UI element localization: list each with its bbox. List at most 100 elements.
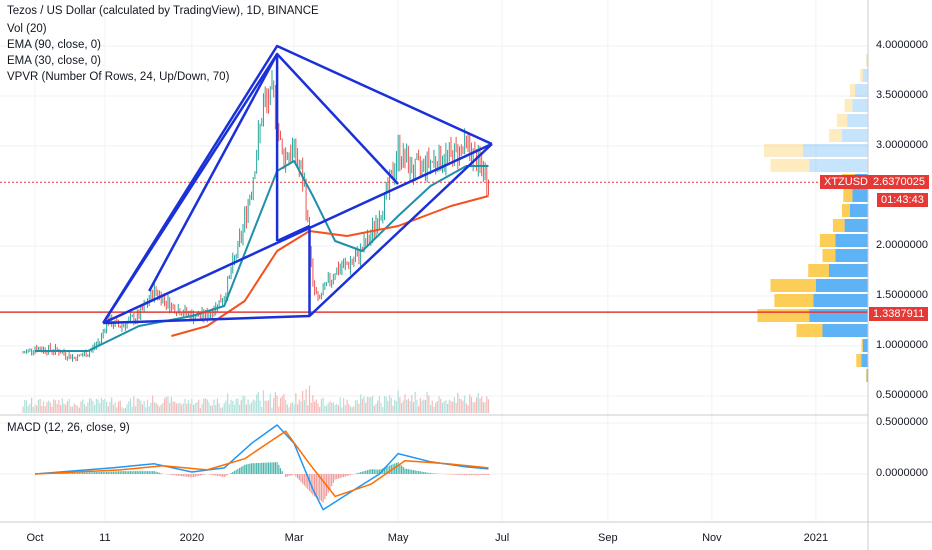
legend-macd[interactable]: MACD (12, 26, close, 9): [7, 422, 130, 434]
vpvr-down-bar: [774, 294, 814, 307]
volume-bar: [406, 399, 408, 413]
vpvr-up-bar: [842, 129, 868, 142]
volume-bar: [421, 400, 423, 413]
volume-bar: [332, 402, 334, 413]
volume-bar: [378, 396, 380, 413]
legend-vpvr[interactable]: VPVR (Number Of Rows, 24, Up/Down, 70): [7, 71, 230, 83]
volume-bar: [114, 402, 116, 413]
volume-bar: [100, 397, 103, 413]
volume-bar: [158, 406, 161, 413]
volume-bar: [73, 403, 75, 413]
macd-tick-label: 0.5000000: [876, 416, 928, 428]
volume-bar: [211, 405, 213, 413]
volume-bar: [273, 397, 275, 413]
pattern-inner-top[interactable]: [102, 52, 400, 324]
volume-bar: [438, 396, 440, 413]
volume-bar: [342, 398, 345, 413]
volume-bar: [453, 397, 456, 413]
vpvr-up-bar: [835, 234, 868, 247]
volume-bar: [315, 399, 317, 413]
last-price-badge: 2.6370025: [869, 175, 929, 189]
volume-bar: [51, 406, 53, 413]
volume-bar: [320, 398, 323, 413]
volume-bar: [204, 398, 207, 413]
volume-bar: [477, 392, 479, 413]
volume-bar: [414, 391, 416, 413]
volume-bar: [433, 406, 435, 413]
volume-bar: [356, 400, 358, 413]
volume-bar: [334, 405, 336, 413]
volume-bar: [250, 402, 253, 413]
volume-bar: [189, 403, 191, 413]
volume-bar: [187, 399, 190, 413]
volume-bar: [481, 396, 483, 413]
legend-ema30[interactable]: EMA (30, close, 0): [7, 55, 101, 67]
signal-line: [34, 430, 489, 498]
volume-bar: [48, 400, 50, 413]
volume-bar: [235, 398, 237, 413]
volume-bar: [365, 402, 367, 413]
volume-bar: [387, 400, 389, 413]
vpvr-down-bar: [836, 114, 848, 127]
volume-bar: [288, 407, 290, 413]
vpvr-down-bar: [849, 84, 855, 97]
price-tick-label: 4.0000000: [876, 39, 928, 51]
volume-bar: [409, 401, 411, 413]
vpvr-down-bar: [861, 339, 863, 352]
volume-bar: [346, 399, 348, 413]
volume-bar: [109, 401, 111, 413]
vpvr-down-bar: [822, 249, 836, 262]
pattern-left-arm[interactable]: [148, 53, 279, 292]
volume-bar: [25, 400, 28, 413]
volume-bar: [24, 400, 26, 413]
volume-bar: [254, 400, 256, 413]
volume-bar: [245, 404, 248, 413]
vpvr-down-bar: [757, 309, 810, 322]
volume-bar: [199, 408, 201, 413]
volume-bar: [145, 407, 147, 413]
vpvr-down-bar: [829, 129, 842, 142]
volume-bar: [106, 401, 108, 413]
volume-bar: [276, 395, 278, 413]
volume-bar: [111, 397, 113, 413]
trend-drawings[interactable]: [102, 44, 493, 325]
volume-bar: [140, 400, 142, 413]
vpvr-down-bar: [866, 369, 867, 382]
volume-bar: [153, 402, 155, 413]
volume-bar: [435, 402, 437, 413]
volume-bar: [90, 398, 92, 413]
volume-bar: [392, 405, 394, 413]
legend-vol[interactable]: Vol (20): [7, 23, 47, 35]
volume-bar: [394, 399, 396, 413]
volume-bar: [228, 404, 230, 413]
volume-bar: [469, 394, 471, 413]
volume-bar: [94, 404, 96, 413]
volume-bar: [104, 398, 106, 413]
vpvr-up-bar: [809, 159, 868, 172]
volume-bar: [213, 399, 215, 413]
pattern-mar-diagonal[interactable]: [276, 224, 311, 243]
vpvr-down-bar: [796, 324, 823, 337]
volume-bar: [252, 399, 254, 413]
volume-bar: [138, 399, 140, 413]
pattern-upper-left[interactable]: [102, 44, 493, 324]
volume-bar: [317, 403, 319, 413]
volume-bar: [184, 398, 186, 413]
pattern-wedge-low[interactable]: [102, 142, 493, 325]
volume-bar: [354, 400, 357, 413]
legend-ema90[interactable]: EMA (90, close, 0): [7, 39, 101, 51]
volume-bar: [129, 398, 132, 413]
price-tick-label: 3.5000000: [876, 89, 928, 101]
volume-bar: [327, 403, 329, 413]
vpvr-down-bar: [819, 234, 836, 247]
horizontal-line[interactable]: [0, 181, 868, 313]
volume-bar: [486, 396, 488, 413]
volume-bar: [274, 392, 276, 413]
volume-bar: [458, 398, 461, 413]
volume-bar: [186, 403, 188, 413]
volume-bar: [368, 397, 370, 413]
macd-tick-label: 0.0000000: [876, 467, 928, 479]
volume-bar: [56, 403, 58, 413]
